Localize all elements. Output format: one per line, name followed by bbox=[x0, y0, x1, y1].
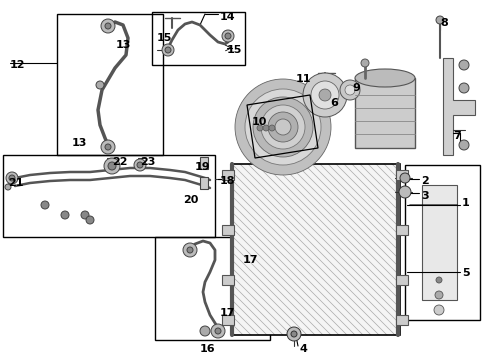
Text: 7: 7 bbox=[452, 131, 460, 141]
Text: 16: 16 bbox=[200, 344, 215, 354]
Bar bbox=[222, 275, 234, 285]
Circle shape bbox=[339, 80, 359, 100]
Circle shape bbox=[310, 81, 338, 109]
Circle shape bbox=[458, 83, 468, 93]
Circle shape bbox=[104, 158, 120, 174]
Circle shape bbox=[186, 247, 193, 253]
Bar bbox=[222, 225, 234, 235]
Circle shape bbox=[345, 85, 354, 95]
Bar bbox=[222, 170, 234, 180]
Circle shape bbox=[318, 89, 330, 101]
Bar bbox=[395, 275, 407, 285]
Text: 13: 13 bbox=[116, 40, 131, 50]
Circle shape bbox=[235, 79, 330, 175]
Text: 13: 13 bbox=[72, 138, 87, 148]
Text: 8: 8 bbox=[439, 18, 447, 28]
Circle shape bbox=[200, 326, 209, 336]
Circle shape bbox=[9, 175, 15, 181]
Polygon shape bbox=[354, 78, 414, 148]
Circle shape bbox=[224, 33, 230, 39]
Ellipse shape bbox=[354, 69, 414, 87]
Bar bbox=[222, 315, 234, 325]
Text: 12: 12 bbox=[10, 60, 25, 70]
Circle shape bbox=[458, 60, 468, 70]
Text: 19: 19 bbox=[195, 162, 210, 172]
Bar bbox=[421, 185, 456, 300]
Circle shape bbox=[286, 327, 301, 341]
Polygon shape bbox=[442, 58, 474, 155]
Circle shape bbox=[101, 140, 115, 154]
Bar bbox=[200, 177, 207, 189]
Circle shape bbox=[6, 172, 18, 184]
Circle shape bbox=[257, 125, 263, 131]
Text: 6: 6 bbox=[329, 98, 337, 108]
Circle shape bbox=[303, 73, 346, 117]
Circle shape bbox=[162, 44, 174, 56]
Text: 17: 17 bbox=[220, 308, 235, 318]
Text: 20: 20 bbox=[183, 195, 198, 205]
Text: 15: 15 bbox=[157, 33, 172, 43]
Circle shape bbox=[458, 140, 468, 150]
Circle shape bbox=[244, 89, 320, 165]
Text: 11: 11 bbox=[295, 74, 311, 84]
Bar bbox=[152, 12, 244, 65]
Circle shape bbox=[137, 162, 142, 168]
Circle shape bbox=[105, 144, 111, 150]
Circle shape bbox=[101, 19, 115, 33]
Text: 21: 21 bbox=[8, 178, 23, 188]
Circle shape bbox=[86, 216, 94, 224]
Bar bbox=[3, 155, 215, 237]
Bar bbox=[155, 237, 269, 340]
Bar bbox=[395, 170, 407, 180]
Bar bbox=[231, 164, 399, 335]
Text: 9: 9 bbox=[351, 83, 359, 93]
Text: 5: 5 bbox=[461, 268, 468, 278]
Text: 3: 3 bbox=[420, 191, 428, 201]
Circle shape bbox=[274, 119, 290, 135]
Circle shape bbox=[41, 201, 49, 209]
Circle shape bbox=[96, 81, 104, 89]
Circle shape bbox=[183, 243, 197, 257]
Circle shape bbox=[433, 305, 443, 315]
Circle shape bbox=[398, 186, 410, 198]
Circle shape bbox=[61, 211, 69, 219]
Circle shape bbox=[268, 125, 274, 131]
Circle shape bbox=[267, 112, 297, 142]
Text: 23: 23 bbox=[140, 157, 155, 167]
Circle shape bbox=[210, 324, 224, 338]
Circle shape bbox=[134, 159, 146, 171]
Circle shape bbox=[222, 30, 234, 42]
Text: 18: 18 bbox=[220, 176, 235, 186]
Text: 1: 1 bbox=[461, 198, 469, 208]
Circle shape bbox=[108, 162, 116, 170]
Text: 15: 15 bbox=[226, 45, 242, 55]
Text: 14: 14 bbox=[220, 12, 235, 22]
Circle shape bbox=[434, 291, 442, 299]
Text: 10: 10 bbox=[251, 117, 267, 127]
Circle shape bbox=[261, 105, 305, 149]
Circle shape bbox=[360, 59, 368, 67]
Circle shape bbox=[435, 277, 441, 283]
Circle shape bbox=[435, 16, 443, 24]
Circle shape bbox=[215, 328, 221, 334]
Bar bbox=[395, 315, 407, 325]
Circle shape bbox=[263, 125, 268, 131]
Text: 2: 2 bbox=[420, 176, 428, 186]
Circle shape bbox=[399, 173, 409, 183]
Circle shape bbox=[5, 184, 11, 190]
Bar bbox=[57, 14, 163, 155]
Text: 4: 4 bbox=[299, 344, 307, 354]
Bar bbox=[231, 164, 399, 335]
Bar bbox=[395, 225, 407, 235]
Circle shape bbox=[252, 97, 312, 157]
Bar bbox=[404, 165, 479, 320]
Text: 17: 17 bbox=[243, 255, 258, 265]
Circle shape bbox=[164, 47, 171, 53]
Circle shape bbox=[105, 23, 111, 29]
Text: 22: 22 bbox=[112, 157, 127, 167]
Circle shape bbox=[81, 211, 89, 219]
Circle shape bbox=[290, 331, 296, 337]
Bar bbox=[200, 157, 207, 169]
